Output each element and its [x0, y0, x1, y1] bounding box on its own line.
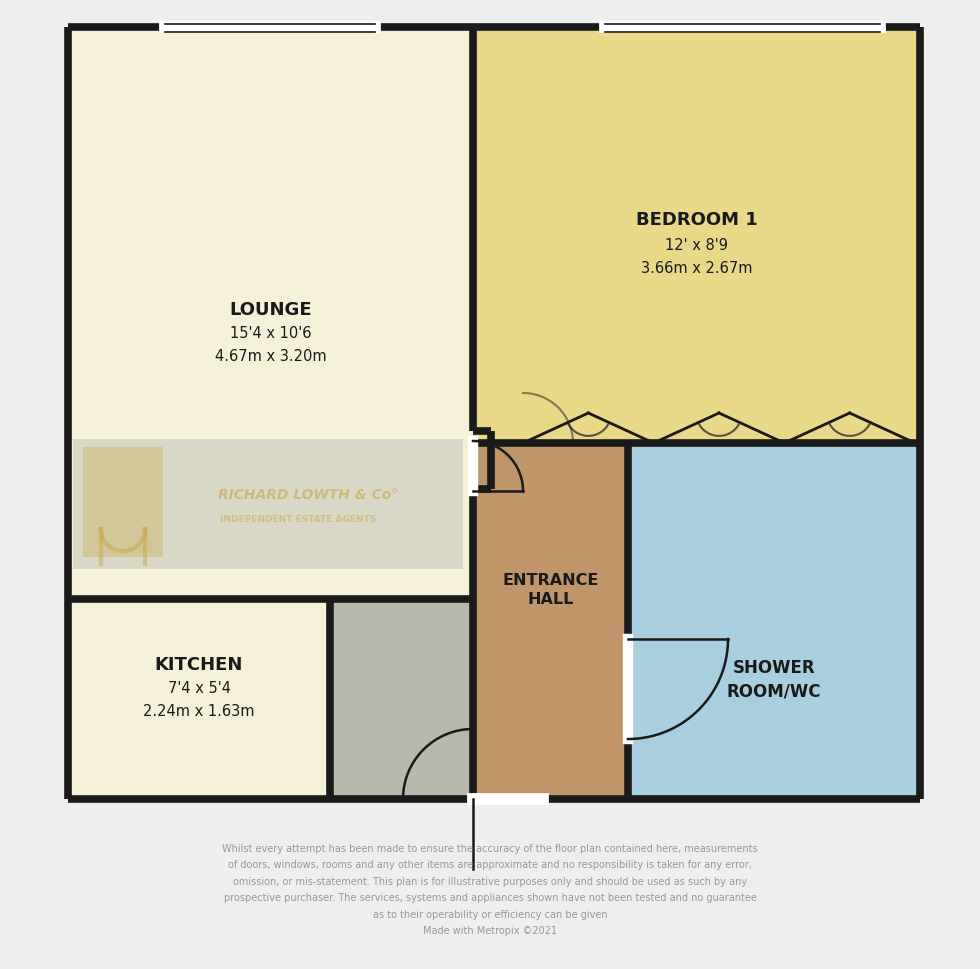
Bar — [68, 28, 473, 600]
Text: INDEPENDENT ESTATE AGENTS: INDEPENDENT ESTATE AGENTS — [220, 515, 376, 524]
Text: KITCHEN: KITCHEN — [155, 655, 243, 673]
Text: Whilst every attempt has been made to ensure the accuracy of the floor plan cont: Whilst every attempt has been made to en… — [222, 843, 758, 935]
Text: 12' x 8'9
3.66m x 2.67m: 12' x 8'9 3.66m x 2.67m — [641, 238, 753, 275]
Text: 7'4 x 5'4
2.24m x 1.63m: 7'4 x 5'4 2.24m x 1.63m — [143, 680, 255, 718]
Text: BEDROOM 1: BEDROOM 1 — [636, 211, 758, 229]
Text: 15'4 x 10'6
4.67m x 3.20m: 15'4 x 10'6 4.67m x 3.20m — [215, 326, 326, 363]
Bar — [628, 444, 920, 799]
Bar — [83, 448, 163, 557]
Text: ENTRANCE
HALL: ENTRANCE HALL — [503, 572, 599, 607]
Bar — [68, 600, 330, 799]
Text: RICHARD LOWTH & Co°: RICHARD LOWTH & Co° — [218, 487, 398, 502]
Bar — [73, 440, 463, 570]
Bar — [330, 600, 473, 799]
Text: SHOWER
ROOM/WC: SHOWER ROOM/WC — [727, 659, 821, 700]
Bar — [473, 28, 920, 444]
Bar — [473, 444, 628, 799]
Text: LOUNGE: LOUNGE — [229, 300, 312, 319]
